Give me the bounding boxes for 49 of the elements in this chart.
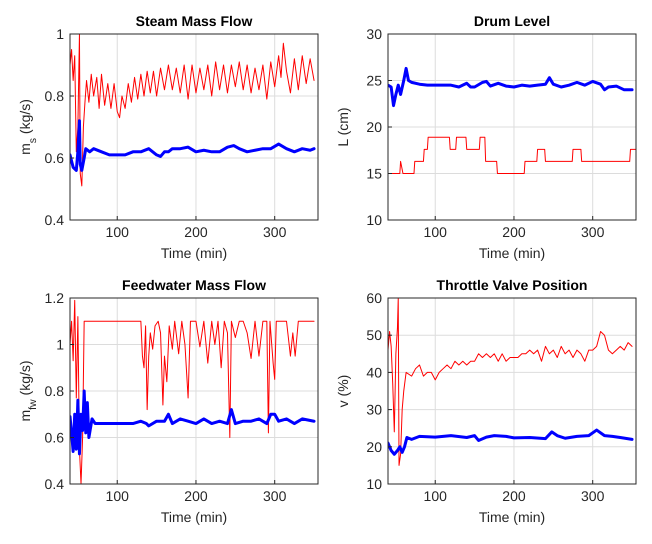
y-tick-label: 10 (366, 476, 382, 492)
x-tick-label: 300 (581, 488, 605, 504)
line-series (70, 390, 316, 456)
line-series (388, 66, 634, 108)
y-tick-label: 0.6 (44, 430, 64, 446)
x-axis-title: Time (min) (160, 245, 228, 261)
y-tick-label: 50 (366, 327, 382, 344)
y-tick-label: 40 (366, 364, 382, 380)
x-tick-label: 300 (263, 224, 287, 240)
y-tick-label: 0.4 (44, 476, 64, 492)
y-tick-label: 10 (366, 212, 382, 228)
x-tick-label: 300 (263, 488, 287, 504)
chart-title: Throttle Valve Position (436, 277, 588, 293)
chart-title: Steam Mass Flow (136, 13, 252, 29)
y-tick-label: 60 (366, 290, 382, 306)
x-tick-label: 300 (581, 224, 605, 240)
chart-title: Feedwater Mass Flow (122, 277, 266, 293)
y-tick-label: 0.8 (44, 88, 64, 104)
y-tick-label: 0.6 (44, 150, 64, 166)
x-tick-label: 200 (502, 488, 526, 504)
x-tick-label: 200 (184, 488, 208, 504)
y-tick-label: 25 (366, 72, 382, 88)
line-series (388, 298, 633, 466)
x-tick-label: 100 (106, 488, 130, 504)
x-tick-label: 100 (424, 224, 448, 240)
y-tick-label: 0.4 (44, 212, 64, 228)
y-tick-label: 0.8 (44, 383, 64, 399)
y-tick-label: 20 (366, 438, 382, 455)
x-tick-label: 200 (184, 224, 208, 240)
y-tick-label: 30 (366, 26, 382, 42)
x-axis-title: Time (min) (478, 245, 546, 261)
line-series (70, 34, 315, 186)
x-tick-label: 100 (106, 224, 130, 240)
chart-title: Drum Level (474, 13, 550, 29)
y-tick-label: 20 (366, 119, 382, 135)
x-tick-label: 200 (502, 224, 526, 240)
x-axis-title: Time (min) (160, 509, 228, 525)
y-tick-label: 15 (366, 166, 382, 182)
y-tick-label: 1 (56, 336, 64, 352)
x-axis-title: Time (min) (478, 509, 546, 525)
line-series (388, 428, 634, 456)
y-tick-label: 30 (366, 402, 382, 418)
y-tick-label: 1.2 (44, 290, 64, 306)
line-series (70, 119, 316, 172)
y-tick-label: 1 (56, 26, 64, 42)
line-series (70, 300, 315, 484)
x-tick-label: 100 (424, 488, 448, 504)
y-axis-title: v (%) (335, 374, 351, 408)
y-axis-title: L (cm) (335, 107, 351, 147)
